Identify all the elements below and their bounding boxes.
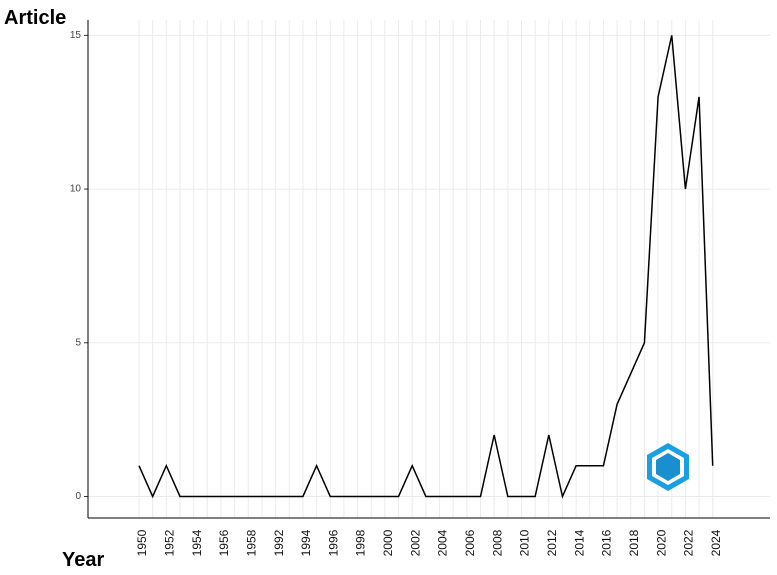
x-tick-label: 2006 [463, 529, 477, 556]
x-tick-label: 2016 [600, 529, 614, 556]
y-axis-title: Article [4, 7, 66, 29]
x-tick-label: 1992 [272, 529, 286, 556]
x-tick-label: 2024 [709, 529, 723, 556]
x-tick-label: 2012 [545, 529, 559, 556]
x-tick-label: 1994 [299, 529, 313, 556]
y-tick-label: 10 [70, 184, 82, 195]
x-tick-label: 1950 [135, 529, 149, 556]
x-tick-label: 1958 [244, 529, 258, 556]
x-tick-label: 1998 [354, 529, 368, 556]
x-tick-label: 1996 [326, 529, 340, 556]
x-tick-label: 1954 [190, 529, 204, 556]
logo [647, 443, 689, 491]
x-tick-label: 2004 [436, 529, 450, 556]
x-tick-label: 1952 [162, 529, 176, 556]
x-axis-title: Year [62, 549, 104, 571]
x-tick-label: 2014 [572, 529, 586, 556]
x-tick-label: 2002 [408, 529, 422, 556]
x-tick-label: 2020 [654, 529, 668, 556]
x-tick-label: 2000 [381, 529, 395, 556]
x-tick-label: 2008 [490, 529, 504, 556]
x-tick-label: 2018 [627, 529, 641, 556]
y-tick-label: 5 [75, 337, 81, 348]
x-tick-label: 1956 [217, 529, 231, 556]
x-tick-label: 2010 [518, 529, 532, 556]
line-series [138, 35, 714, 499]
y-tick-label: 0 [75, 491, 81, 502]
y-tick-label: 15 [70, 30, 82, 41]
x-tick-label: 2022 [682, 529, 696, 556]
